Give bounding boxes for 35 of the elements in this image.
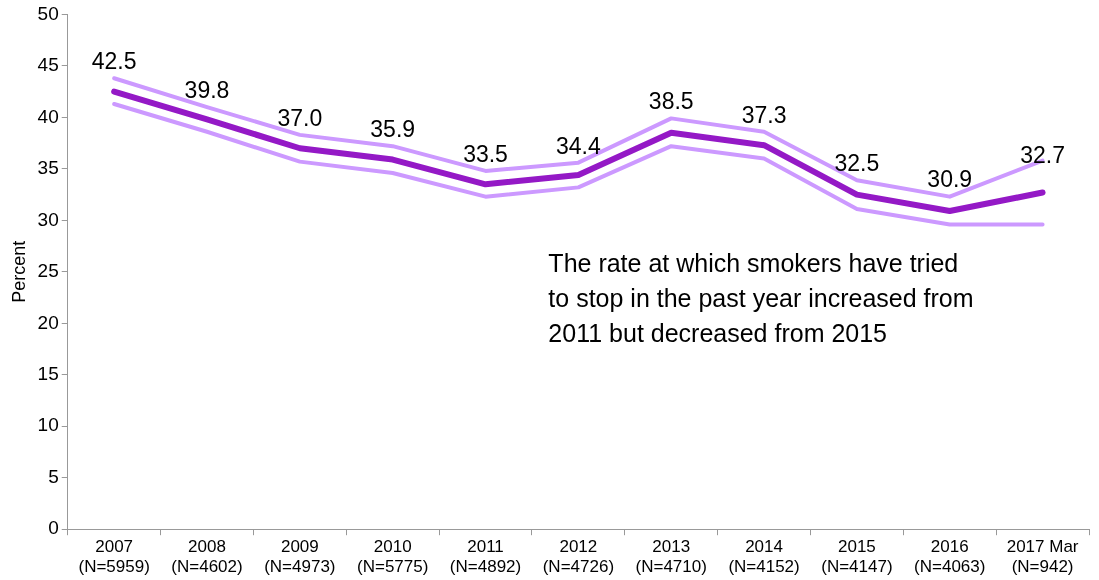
y-tick-label: 10 <box>37 414 59 436</box>
data-label: 38.5 <box>648 88 694 115</box>
data-label: 32.5 <box>834 150 880 177</box>
x-tick-label: 2007 (N=5959) <box>78 537 150 577</box>
x-tick-label: 2008 (N=4602) <box>171 537 243 577</box>
y-axis-title: Percent <box>8 240 29 303</box>
data-label: 34.4 <box>555 132 601 159</box>
data-label: 32.7 <box>1020 142 1065 169</box>
y-tick-label: 25 <box>37 260 59 282</box>
x-tick-label: 2011 (N=4892) <box>449 537 522 577</box>
data-label: 37.3 <box>741 101 787 128</box>
annotation: The rate at which smokers have tried to stop in the past year increased from 2011 but decreased from 2015 <box>548 248 974 347</box>
x-tick-label: 2017 Mar (N=942) <box>1006 537 1079 577</box>
y-tick-label: 35 <box>37 157 59 179</box>
y-tick-label: 50 <box>37 2 59 24</box>
y-tick-label: 20 <box>37 311 59 333</box>
y-tick-label: 45 <box>37 54 59 76</box>
y-tick-label: 15 <box>37 362 59 384</box>
y-tick-label: 40 <box>37 105 59 127</box>
x-tick-label: 2009 (N=4973) <box>264 537 336 577</box>
y-tick-label: 30 <box>37 208 59 230</box>
data-label: 42.5 <box>91 48 137 75</box>
x-tick-label: 2014 (N=4152) <box>728 537 800 577</box>
y-tick-label: 5 <box>48 465 59 487</box>
data-label: 35.9 <box>370 116 416 143</box>
data-label: 30.9 <box>927 166 973 193</box>
x-tick-label: 2010 (N=5775) <box>357 537 429 577</box>
data-label: 33.5 <box>463 140 508 167</box>
x-tick-label: 2013 (N=4710) <box>635 537 707 577</box>
data-label: 37.0 <box>277 104 323 131</box>
x-tick-label: 2016 (N=4063) <box>914 537 986 577</box>
y-tick-label: 0 <box>48 517 59 539</box>
x-tick-label: 2015 (N=4147) <box>821 537 893 577</box>
data-label: 39.8 <box>184 76 230 103</box>
x-tick-label: 2012 (N=4726) <box>542 537 615 577</box>
